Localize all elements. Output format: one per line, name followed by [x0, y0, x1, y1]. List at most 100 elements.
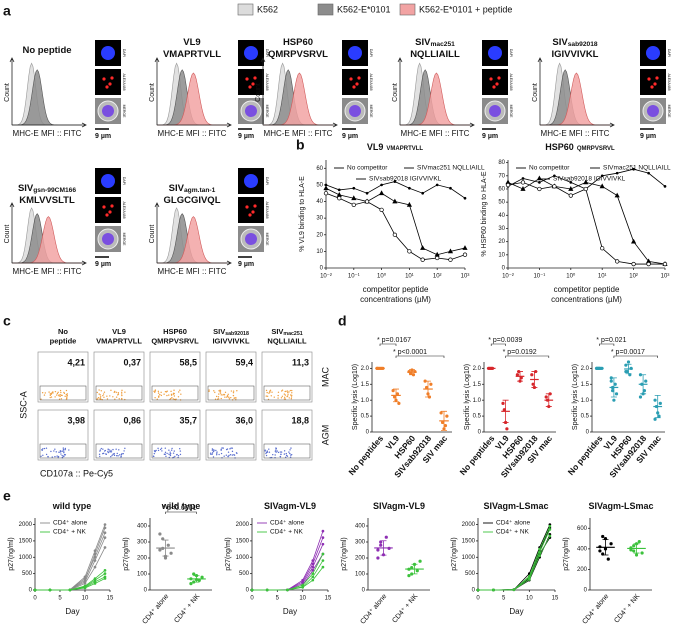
event	[55, 394, 58, 396]
event	[124, 447, 126, 450]
flow-plot	[149, 409, 201, 461]
event	[159, 393, 161, 396]
label: p27(ng/ml)	[225, 537, 232, 570]
label: 10³	[461, 274, 470, 280]
event	[105, 453, 108, 456]
stain	[253, 76, 257, 80]
title-main: No peptide	[22, 45, 71, 56]
label: SIVmac251 NQLLIAILL	[603, 165, 671, 172]
event	[283, 453, 286, 455]
marker	[103, 572, 107, 575]
point	[158, 548, 162, 552]
point	[505, 427, 509, 431]
label: CD4⁺ alone	[496, 520, 531, 527]
event	[222, 394, 224, 396]
histogram	[540, 72, 610, 126]
label: DAPI	[122, 177, 126, 185]
marker	[521, 177, 525, 180]
event	[124, 391, 126, 393]
stain	[352, 85, 356, 89]
point	[653, 398, 657, 402]
label: 9 µm	[238, 133, 254, 140]
event	[216, 452, 218, 454]
title: SIVsab92018	[213, 327, 249, 337]
event	[221, 447, 223, 449]
label: 5	[276, 596, 280, 602]
event	[102, 394, 104, 397]
point	[200, 575, 204, 579]
event	[226, 396, 228, 398]
event	[227, 455, 229, 458]
label: 0	[246, 588, 250, 594]
event	[98, 393, 100, 395]
marker	[379, 207, 384, 212]
title: HSP60	[283, 37, 313, 48]
event	[66, 393, 69, 395]
event	[290, 453, 293, 456]
event	[228, 396, 230, 399]
event	[62, 447, 65, 449]
label: 0	[362, 588, 366, 594]
label: 400	[137, 524, 148, 530]
point	[609, 542, 613, 546]
error-bar	[409, 369, 415, 376]
label: MERGE	[122, 105, 126, 119]
stain	[105, 85, 109, 89]
point	[624, 369, 628, 374]
point	[197, 578, 201, 583]
stain	[251, 82, 255, 86]
point	[610, 389, 615, 393]
point	[429, 382, 433, 386]
event	[176, 453, 178, 456]
event	[224, 396, 226, 398]
marker	[93, 559, 97, 562]
marker	[476, 588, 480, 592]
event	[160, 394, 163, 397]
event	[164, 451, 167, 454]
marker	[379, 190, 385, 196]
event	[170, 393, 173, 395]
label: 20	[316, 232, 323, 238]
legend-swatch	[317, 3, 334, 16]
point	[613, 382, 617, 386]
label: 0	[586, 430, 590, 436]
gate	[95, 443, 143, 459]
event	[106, 398, 109, 400]
event	[61, 394, 63, 397]
micrograph	[238, 197, 264, 223]
marker	[435, 255, 440, 261]
marker	[337, 196, 342, 201]
event	[286, 455, 289, 457]
marker	[351, 195, 357, 201]
title: SIVmac251	[415, 37, 455, 48]
marker	[449, 186, 452, 190]
event	[213, 390, 215, 392]
data-line	[478, 537, 551, 591]
histogram	[12, 216, 82, 264]
event	[109, 395, 111, 397]
point	[443, 424, 448, 428]
marker	[365, 191, 369, 195]
event	[214, 398, 217, 400]
event	[283, 393, 286, 395]
title-main: wild type	[52, 501, 92, 511]
label: 50	[316, 183, 323, 189]
marker	[93, 555, 97, 559]
event	[280, 451, 283, 453]
label: 15	[107, 596, 114, 602]
error-bar	[441, 410, 447, 431]
chart-title: SIVagm-LSmac	[483, 501, 548, 511]
title-main: VL9	[183, 37, 200, 48]
event	[285, 456, 287, 459]
event	[169, 454, 172, 457]
label: 10	[82, 596, 89, 602]
label: SIVsab92018 IGIVVIVKL	[369, 176, 442, 183]
marker	[538, 554, 541, 557]
title-main: VL9	[367, 142, 384, 152]
event	[48, 391, 50, 393]
point	[169, 551, 173, 555]
event	[157, 392, 160, 394]
event	[208, 389, 210, 391]
marker	[663, 184, 667, 188]
panel-label: e	[3, 488, 11, 504]
